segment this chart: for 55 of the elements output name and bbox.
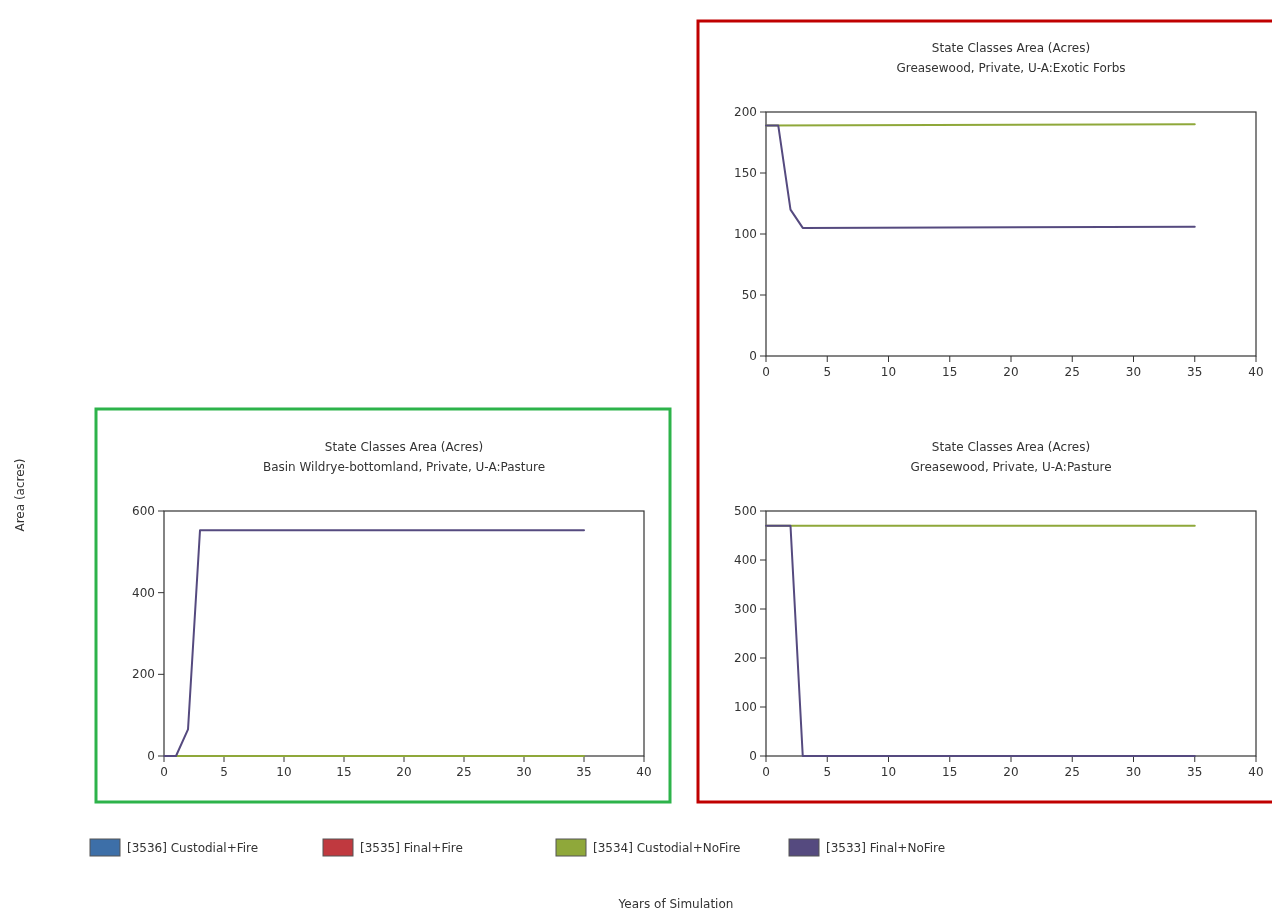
x-tick-label: 20	[1003, 365, 1019, 379]
legend-label: [3536] Custodial+Fire	[127, 841, 259, 855]
y-tick-label: 300	[734, 602, 757, 616]
x-tick-label: 30	[1125, 765, 1142, 779]
chart-subtitle: Greasewood, Private, U-A:Pasture	[910, 460, 1112, 474]
x-tick-label: 10	[276, 765, 292, 779]
chart-title: State Classes Area (Acres)	[324, 440, 484, 454]
x-tick-label: 35	[1187, 765, 1203, 779]
y-tick-label: 100	[734, 700, 757, 714]
y-tick-label: 400	[132, 585, 155, 600]
y-tick-label: 600	[132, 504, 155, 518]
y-tick-label: 150	[734, 166, 757, 180]
x-tick-label: 20	[1003, 765, 1019, 779]
x-tick-label: 15	[942, 365, 958, 379]
x-tick-label: 10	[880, 365, 897, 379]
x-tick-label: 0	[762, 365, 770, 379]
legend-label: [3533] Final+NoFire	[826, 841, 946, 855]
x-tick-label: 40	[636, 765, 652, 779]
x-tick-label: 10	[880, 765, 897, 779]
legend-label: [3534] Custodial+NoFire	[593, 841, 741, 855]
x-tick-label: 5	[823, 765, 832, 779]
y-tick-label: 0	[749, 749, 757, 763]
y-tick-label: 500	[734, 504, 757, 518]
y-tick-label: 200	[734, 651, 757, 665]
x-tick-label: 20	[396, 765, 412, 779]
y-tick-label: 200	[132, 667, 155, 682]
chart-subtitle: Greasewood, Private, U-A:Exotic Forbs	[896, 61, 1126, 75]
x-axis-title: Years of Simulation	[617, 897, 734, 911]
y-tick-label: 100	[734, 227, 757, 241]
x-tick-label: 25	[456, 765, 472, 779]
x-tick-label: 25	[1064, 765, 1080, 779]
x-tick-label: 40	[1248, 765, 1264, 779]
chart-subtitle: Basin Wildrye-bottomland, Private, U-A:Pasture	[262, 460, 546, 474]
y-tick-label: 400	[734, 553, 757, 567]
x-tick-label: 30	[516, 765, 532, 779]
x-tick-label: 35	[576, 765, 592, 779]
chart-title: State Classes Area (Acres)	[931, 440, 1091, 454]
x-tick-label: 35	[1187, 365, 1203, 379]
x-tick-label: 0	[160, 765, 168, 779]
y-tick-label: 50	[741, 288, 757, 302]
legend-label: [3535] Final+Fire	[360, 841, 463, 855]
y-tick-label: 0	[147, 749, 155, 763]
x-tick-label: 40	[1248, 365, 1264, 379]
chart-title: State Classes Area (Acres)	[931, 41, 1091, 55]
x-tick-label: 15	[336, 765, 352, 779]
x-tick-label: 0	[762, 765, 770, 779]
y-tick-label: 0	[749, 349, 757, 363]
y-tick-label: 200	[734, 105, 757, 119]
x-tick-label: 5	[220, 765, 228, 779]
x-tick-label: 30	[1125, 365, 1142, 379]
x-tick-label: 5	[823, 365, 832, 379]
line-series	[765, 124, 1196, 229]
y-axis-title: Area (acres)	[13, 458, 27, 532]
x-tick-label: 15	[942, 765, 958, 779]
x-tick-label: 25	[1064, 365, 1080, 379]
